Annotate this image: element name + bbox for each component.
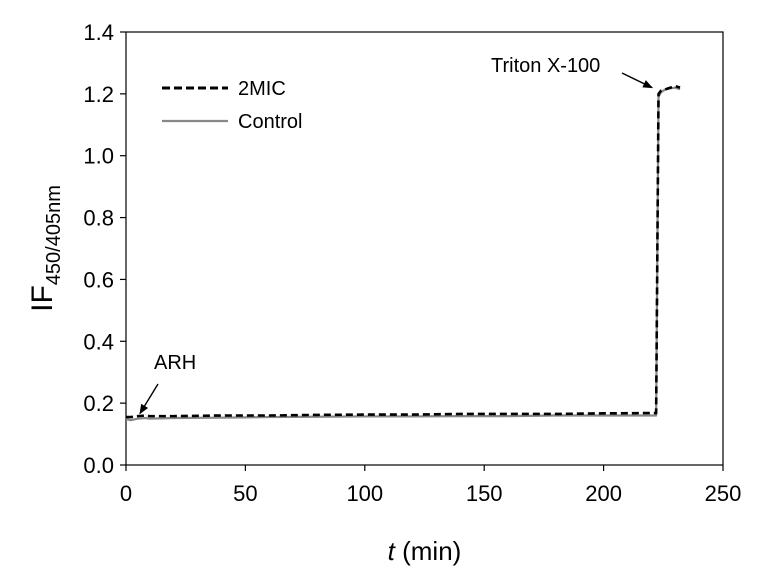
x-axis-title-variable: t [388, 536, 397, 566]
series-layer [125, 84, 681, 422]
y-axis-title-subscript: 450/405nm [43, 185, 65, 285]
x-axis-title: t (min) [388, 536, 462, 566]
plot-frame [125, 31, 724, 466]
annotation-layer: ARH Triton X-100 [139, 55, 654, 415]
legend-label-2mic: 2MIC [238, 78, 286, 100]
axis-titles: t (min) IF450/405nm [26, 185, 461, 566]
x-tick-label: 50 [233, 481, 257, 506]
x-tick-label: 250 [705, 481, 742, 506]
annotation-label-triton-x-100: Triton X-100 [491, 55, 600, 77]
y-axis-title-group: IF450/405nm [26, 185, 65, 312]
x-tick-label: 100 [346, 481, 383, 506]
y-tick-label: 1.4 [83, 20, 114, 45]
legend-label-control: Control [238, 111, 302, 133]
y-tick-label: 0.2 [83, 391, 114, 416]
x-tick-label: 150 [466, 481, 503, 506]
y-tick-label: 1.2 [83, 82, 114, 107]
annotation-arrow-triton-x-100 [621, 72, 654, 89]
y-tick-label: 0.8 [83, 206, 114, 231]
annotation-label-arh: ARH [154, 352, 196, 374]
y-tick-label: 0.0 [83, 453, 114, 478]
y-axis-title-main: IF [26, 285, 59, 312]
y-tick-label: 1.0 [83, 144, 114, 169]
x-tick-label: 0 [120, 481, 132, 506]
series-line-control [125, 86, 681, 422]
annotation-arrow-arh [139, 383, 159, 415]
x-axis-title-unit: (min) [395, 536, 461, 566]
x-tick-label: 200 [585, 481, 622, 506]
legend: 2MIC Control [162, 78, 302, 133]
series-line-2mic [126, 84, 681, 419]
y-tick-label: 0.6 [83, 267, 114, 292]
y-axis-title: IF450/405nm [26, 185, 65, 312]
y-tick-label: 0.4 [83, 329, 114, 354]
axes: 0.0 0.2 0.4 0.6 0.8 1.0 1.2 1.4 0 50 100 150 200 250 [83, 20, 741, 506]
